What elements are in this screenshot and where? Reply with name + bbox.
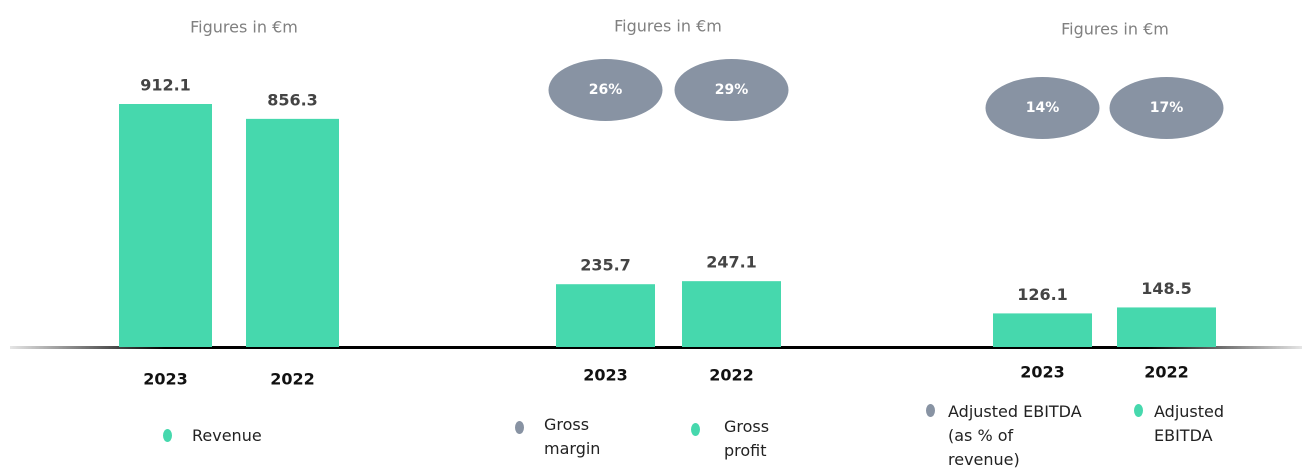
x-tick-label: 2022 [270,370,315,389]
bar [119,104,212,347]
baseline [10,346,1302,349]
value-label: 856.3 [267,90,318,109]
bar [993,313,1092,347]
legend-label: Gross margin [544,415,601,458]
bar [246,118,339,347]
legend-label: Gross profit [724,417,770,460]
value-label: 148.5 [1141,279,1192,298]
x-tick-label: 2023 [1020,363,1065,382]
chart-subtitle: Figures in €m [1061,20,1169,39]
bar [556,284,655,347]
x-tick-label: 2022 [1144,363,1189,382]
value-label: 17% [1150,100,1184,116]
value-label: 126.1 [1017,285,1068,304]
margin-badge [548,59,663,121]
legend-marker [163,429,172,442]
value-label: 235.7 [580,256,631,275]
margin-badge [674,59,789,121]
margin-badge [1109,77,1224,139]
x-tick-label: 2022 [709,366,754,385]
value-label: 29% [715,82,749,98]
legend-label: Adjusted EBITDA [1154,402,1225,445]
value-label: 14% [1026,100,1060,116]
chart-subtitle: Figures in €m [190,18,298,37]
legend-label: Revenue [192,426,262,445]
bar [682,281,781,347]
legend-marker [926,404,935,417]
legend-label: Adjusted EBITDA (as % of revenue) [948,402,1082,469]
legend-marker [691,423,700,436]
legend-marker [515,421,524,434]
value-label: 912.1 [140,76,191,95]
value-label: 26% [589,82,623,98]
value-label: 247.1 [706,253,757,272]
bar [1117,307,1216,347]
x-tick-label: 2023 [583,366,628,385]
margin-badge [985,77,1100,139]
chart-subtitle: Figures in €m [614,17,722,36]
legend-marker [1134,404,1143,417]
x-tick-label: 2023 [143,370,188,389]
